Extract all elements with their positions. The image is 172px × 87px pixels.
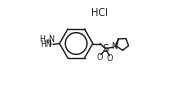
Text: O: O [96, 53, 103, 62]
Text: HCl: HCl [91, 8, 108, 18]
Text: HN: HN [40, 40, 52, 49]
Text: S: S [103, 44, 109, 54]
Text: N: N [111, 42, 117, 51]
Text: O: O [107, 54, 113, 63]
Text: H$_2$N: H$_2$N [39, 33, 56, 46]
